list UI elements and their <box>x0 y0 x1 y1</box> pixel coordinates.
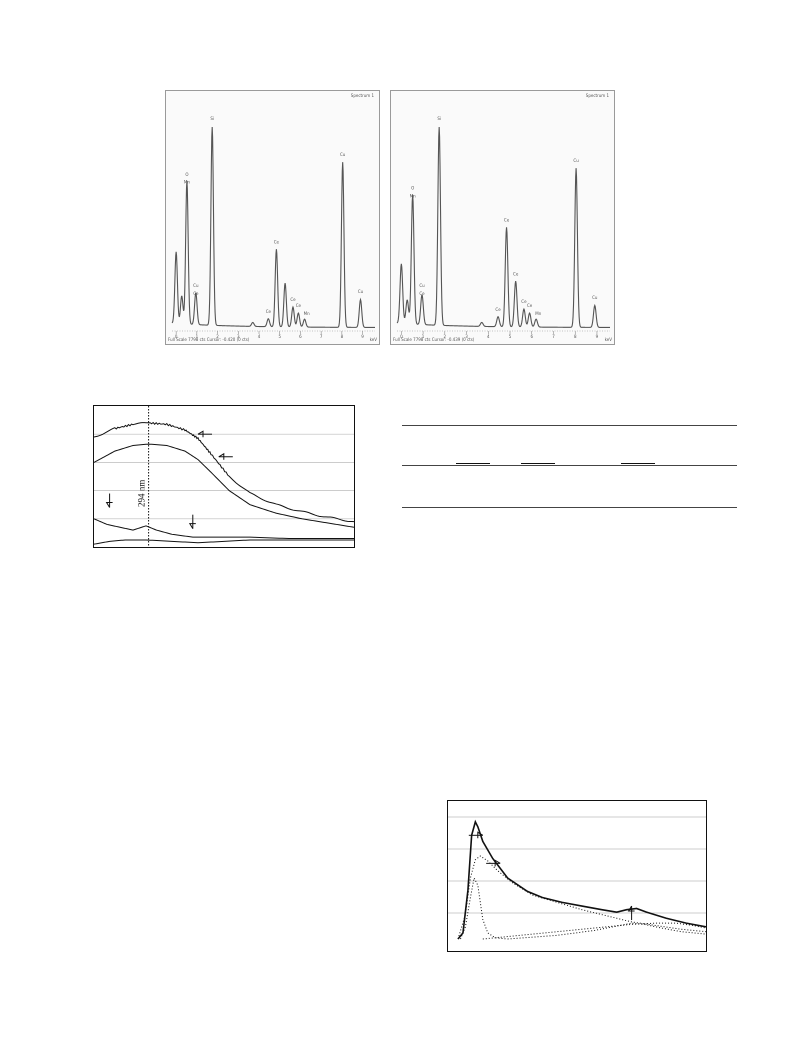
eds-spectrum-left: Spectrum 1 Full Scale 7798 cts Cursor: -… <box>165 90 380 345</box>
peak-label: Ce <box>419 291 425 296</box>
peak-label: Ce <box>290 297 296 302</box>
component-peak-line <box>457 855 707 940</box>
annotation-arrow <box>468 831 484 839</box>
x-tick-label: 6 <box>530 334 533 339</box>
table-top-rule <box>402 425 737 426</box>
peak-label: Cu <box>419 283 425 288</box>
annotation-arrow <box>188 514 196 529</box>
annotation-arrow <box>627 905 635 921</box>
annotation-arrow <box>486 859 501 867</box>
x-tick-label: 3 <box>465 334 468 339</box>
eds-left-unit: keV <box>370 337 378 342</box>
peak-label: Mn <box>535 311 541 316</box>
x-tick-label: 5 <box>278 334 281 339</box>
x-tick-label: 8 <box>574 334 577 339</box>
peak-label: Ce <box>296 303 302 308</box>
peak-label: Si <box>437 116 441 121</box>
spectrum-line <box>171 126 375 328</box>
eds-left-footer: Full Scale 7798 cts Cursor: -0.420 (0 ct… <box>168 337 250 342</box>
eds-right-footer: Full Scale 7798 cts Cursor: -0.439 (0 ct… <box>393 337 475 342</box>
peak-label: Cu <box>573 158 579 163</box>
peak-label: Mn <box>184 180 190 185</box>
eds-right-unit: keV <box>605 337 613 342</box>
peak-label: Cu <box>340 152 346 157</box>
x-tick-label: 4 <box>487 334 490 339</box>
uv-vis-chart: 294 nm <box>93 405 355 548</box>
peak-label: Ce <box>513 271 519 276</box>
peak-label: Ce <box>527 303 533 308</box>
peak-label: Cu <box>358 289 364 294</box>
component-peak-line <box>482 922 707 940</box>
peak-label: Ce <box>504 218 510 223</box>
uv-series-line <box>93 518 354 540</box>
x-tick-label: 0 <box>175 334 178 339</box>
table-sub-rule-1 <box>456 463 490 464</box>
spectrum-line <box>396 126 610 328</box>
annotation-arrow <box>197 430 212 438</box>
fitted-spectrum-line <box>457 819 707 940</box>
deconvolution-plot <box>448 816 707 940</box>
peak-label: Cu <box>592 295 598 300</box>
table-mid-rule <box>402 465 737 466</box>
eds-right-title: Spectrum 1 <box>586 93 610 98</box>
uv-series-line <box>93 443 355 528</box>
uv-series-line <box>93 539 354 545</box>
peak-label: Ce <box>274 239 280 244</box>
peak-label: Ce <box>521 299 527 304</box>
table-bottom-rule <box>402 507 737 508</box>
peak-label: Ce <box>266 309 272 314</box>
x-tick-label: 7 <box>552 334 555 339</box>
x-tick-label: 9 <box>361 334 364 339</box>
x-tick-label: 5 <box>509 334 512 339</box>
x-tick-label: 8 <box>341 334 344 339</box>
x-tick-label: 7 <box>320 334 323 339</box>
eds-left-title: Spectrum 1 <box>351 93 375 98</box>
annotation-arrow <box>218 452 233 460</box>
table-sub-rule-3 <box>621 463 655 464</box>
peak-label: O <box>185 172 188 177</box>
x-tick-label: 0 <box>400 334 403 339</box>
component-peak-line <box>507 922 707 940</box>
x-tick-label: 4 <box>258 334 261 339</box>
peak-label: Ce <box>193 291 199 296</box>
table-sub-rule-2 <box>521 463 555 464</box>
eds-spectrum-right: Spectrum 1 Full Scale 7798 cts Cursor: -… <box>390 90 615 345</box>
x-tick-label: 1 <box>422 334 425 339</box>
peak-label: Cu <box>193 283 199 288</box>
eds-right-plot: Spectrum 1 Full Scale 7798 cts Cursor: -… <box>393 93 613 342</box>
x-tick-label: 6 <box>299 334 302 339</box>
wavelength-label: 294 nm <box>137 480 147 507</box>
peak-label: Si <box>210 116 214 121</box>
uv-series-line <box>93 421 355 523</box>
x-tick-label: 3 <box>237 334 240 339</box>
peak-label: Ce <box>495 307 501 312</box>
x-tick-label: 2 <box>444 334 447 339</box>
x-tick-label: 2 <box>216 334 219 339</box>
peak-label: O <box>411 186 414 191</box>
eds-left-plot: Spectrum 1 Full Scale 7798 cts Cursor: -… <box>168 93 378 342</box>
x-tick-label: 1 <box>196 334 199 339</box>
uv-vis-plot: 294 nm <box>93 406 355 547</box>
peak-label: Mn <box>410 194 416 199</box>
x-tick-label: 9 <box>596 334 599 339</box>
peak-label: Mn <box>304 311 310 316</box>
deconvolution-chart <box>447 800 707 952</box>
annotation-arrow <box>105 493 113 508</box>
